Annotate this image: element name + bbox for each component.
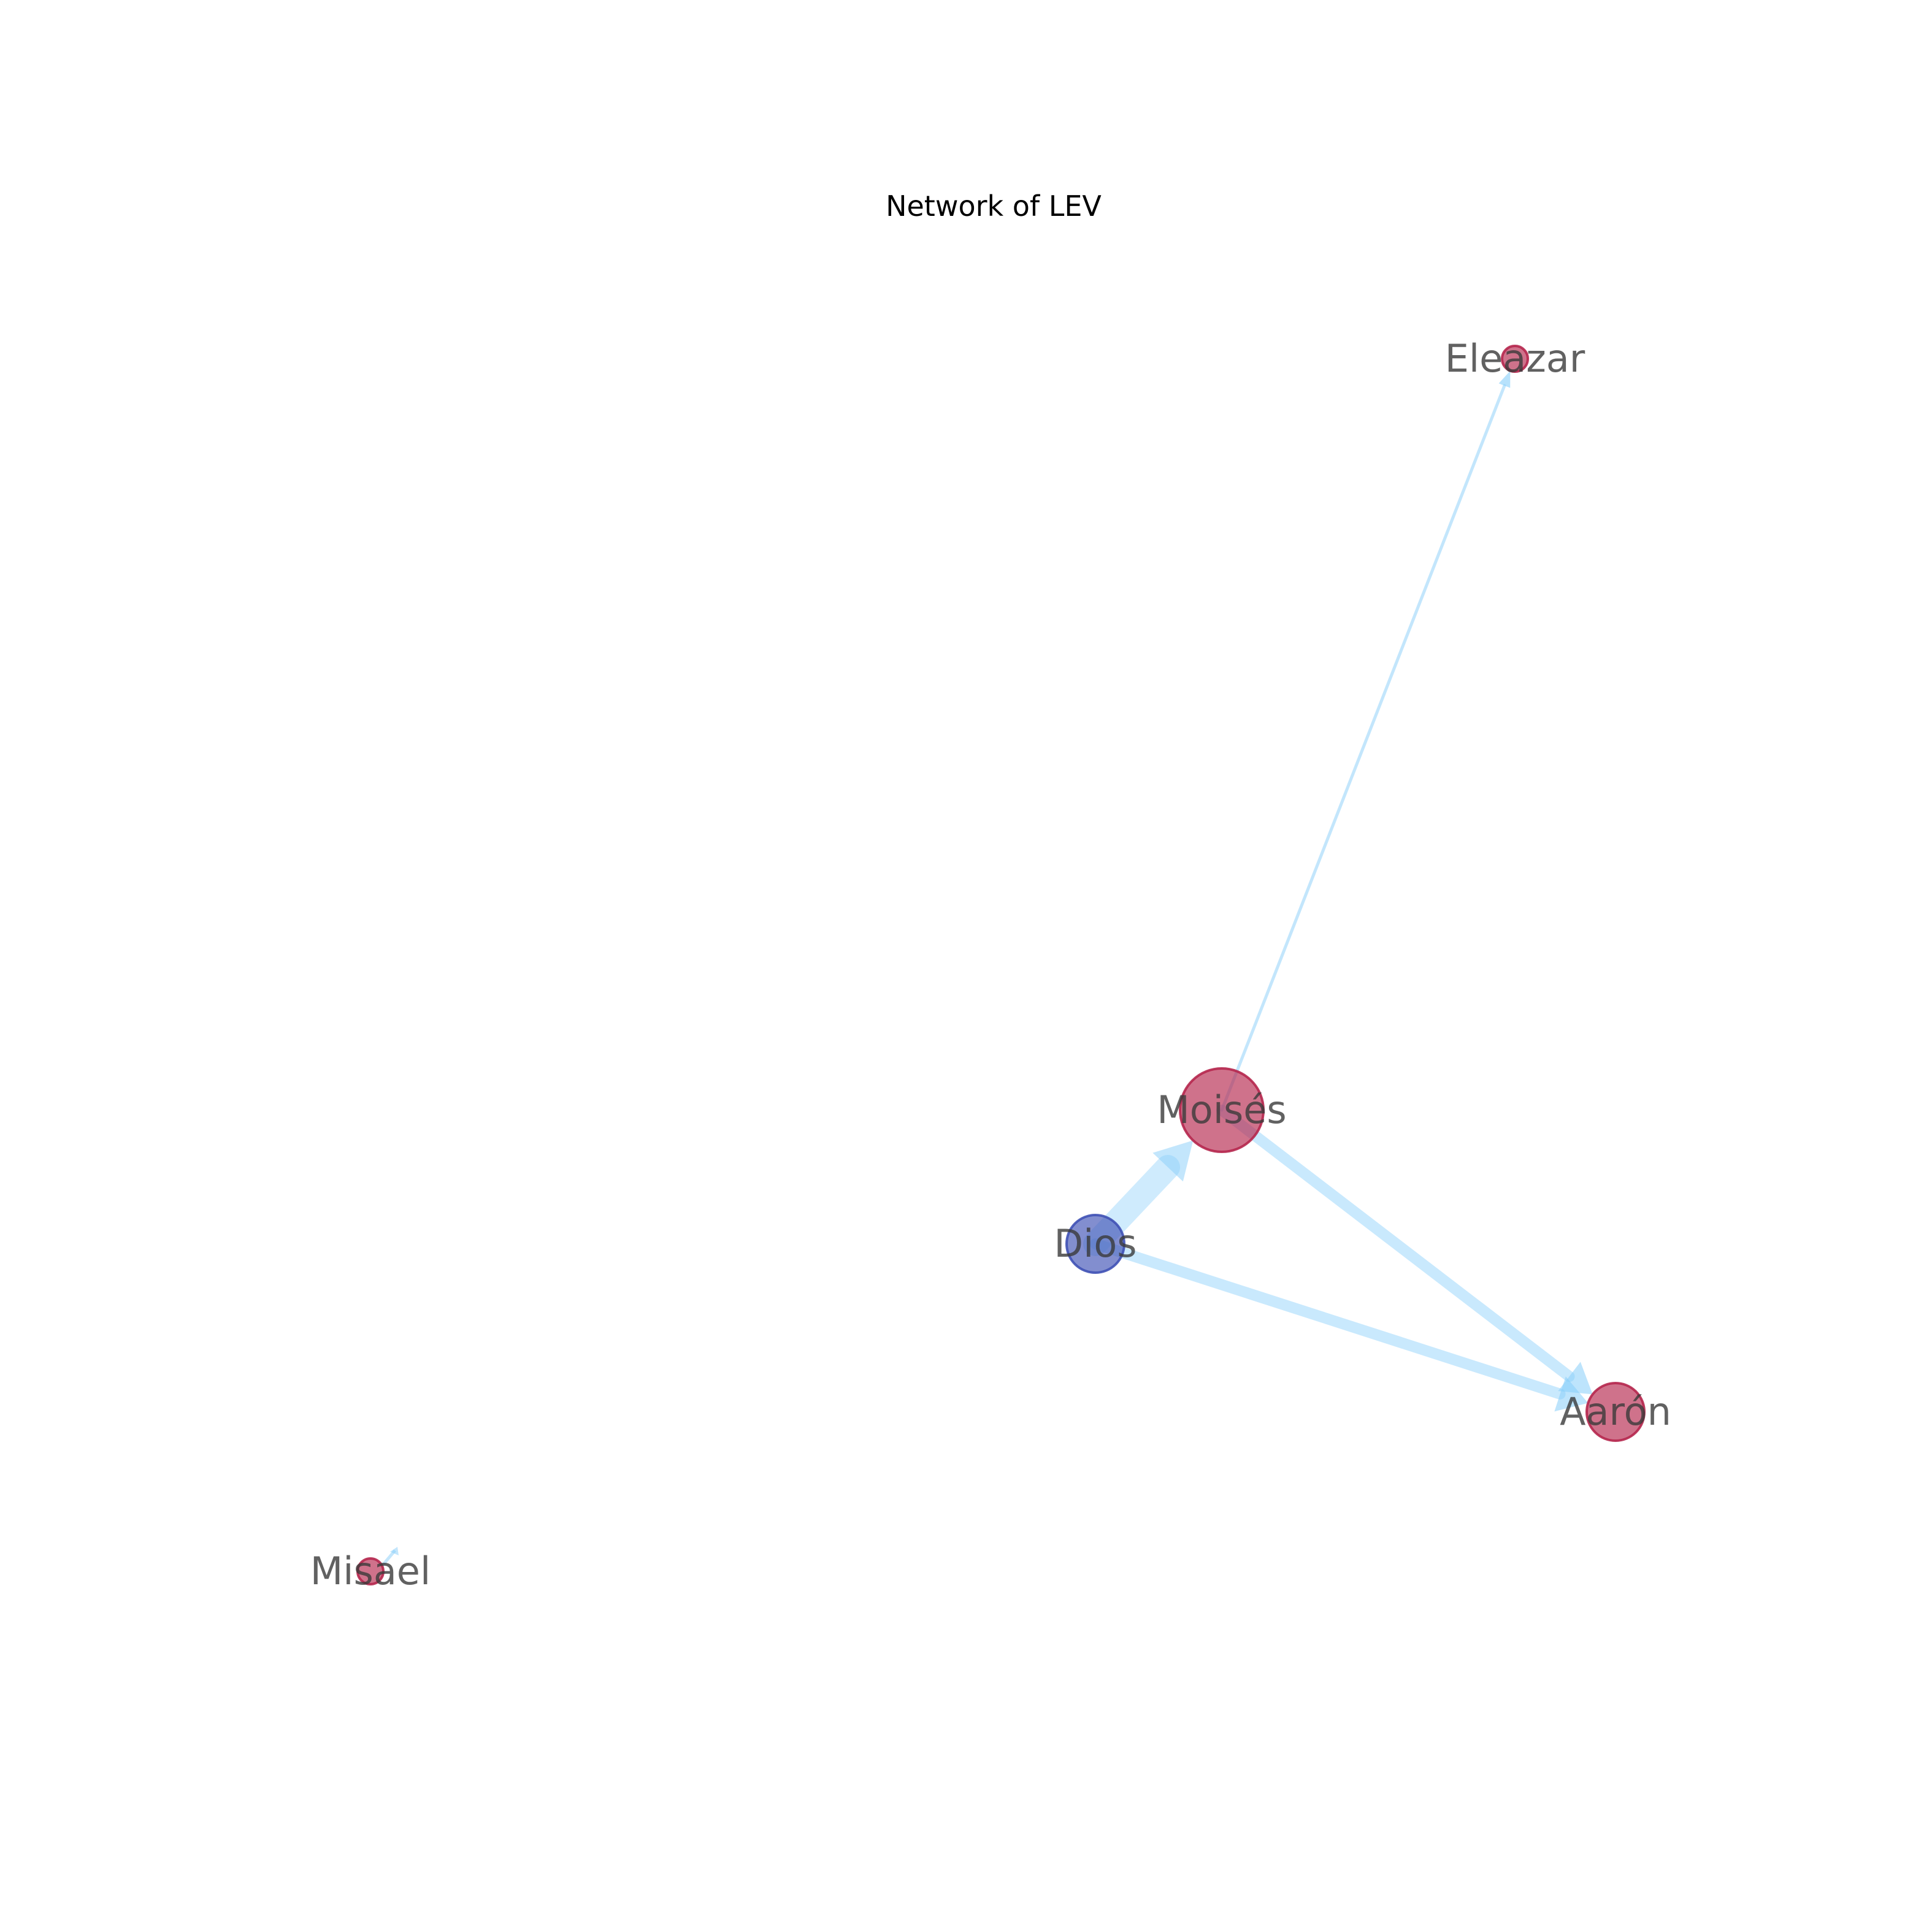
edge-dios-to-aaron (1090, 1238, 1589, 1412)
node-label-moises: Moisés (1157, 1087, 1286, 1132)
nodes-layer (356, 345, 1646, 1585)
edge-moises-to-eleazar (1220, 370, 1511, 1112)
node-label-aaron: Aarón (1560, 1389, 1671, 1434)
node-aaron[interactable] (1585, 1382, 1646, 1442)
edge-misael-to-misael (380, 1547, 399, 1568)
node-misael[interactable] (356, 1557, 385, 1585)
node-label-dios: Dios (1054, 1221, 1137, 1266)
labels-layer: Moisés Dios Aarón Eleazar Misael (310, 336, 1671, 1593)
node-moises[interactable] (1179, 1067, 1265, 1153)
node-label-misael: Misael (310, 1549, 431, 1593)
node-dios[interactable] (1065, 1214, 1125, 1274)
diagram-title: Network of LEV (886, 190, 1102, 223)
node-label-eleazar: Eleazar (1445, 336, 1585, 381)
node-eleazar[interactable] (1501, 345, 1529, 373)
